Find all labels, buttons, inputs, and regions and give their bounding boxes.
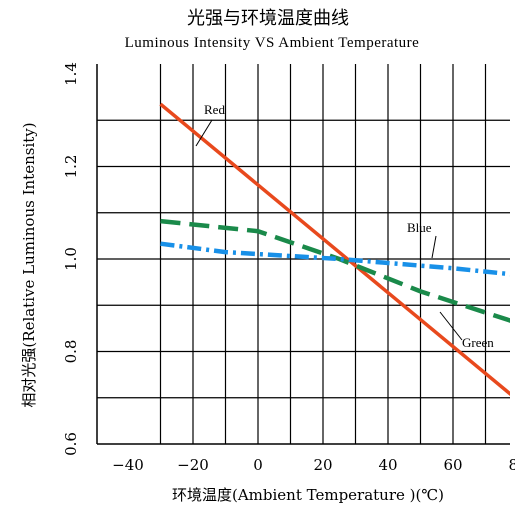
series-green-leader bbox=[439, 311, 463, 341]
chart-title: 光强与环境温度曲线 bbox=[187, 8, 349, 29]
series-red-label: Red bbox=[204, 102, 225, 117]
y-tick-label: 0.8 bbox=[62, 340, 80, 364]
y-tick-label: 1.2 bbox=[62, 155, 80, 179]
x-tick-labels: −40 −20 0 20 40 60 80 bbox=[112, 456, 515, 474]
y-tick-labels: 0.6 0.8 1.0 1.2 1.4 bbox=[62, 62, 80, 456]
y-axis-label: 相对光强(Relative Luminous Intensity) bbox=[20, 122, 38, 407]
series-red-leader bbox=[195, 119, 213, 147]
x-tick-label: −40 bbox=[112, 456, 144, 474]
x-tick-label: 20 bbox=[313, 456, 332, 474]
x-tick-label: −20 bbox=[177, 456, 209, 474]
series-lines bbox=[159, 102, 510, 397]
series-red-line bbox=[159, 102, 510, 397]
x-tick-label: 60 bbox=[443, 456, 462, 474]
plot-frame bbox=[96, 64, 510, 445]
y-tick-label: 1.0 bbox=[62, 247, 80, 271]
grid-lines bbox=[97, 64, 510, 444]
series-green-label: Green bbox=[462, 335, 494, 350]
x-axis-label: 环境温度(Ambient Temperature )(℃) bbox=[172, 486, 444, 504]
x-tick-label: 80 bbox=[508, 456, 515, 474]
series-blue-leader bbox=[431, 235, 437, 259]
series-labels: Red Green Blue bbox=[195, 102, 494, 350]
x-tick-label: 40 bbox=[378, 456, 397, 474]
y-tick-label: 1.4 bbox=[62, 62, 80, 86]
x-tick-label: 0 bbox=[253, 456, 263, 474]
series-green-line bbox=[160, 218, 510, 323]
y-tick-label: 0.6 bbox=[62, 432, 80, 456]
chart-subtitle: Luminous Intensity VS Ambient Temperatur… bbox=[125, 35, 420, 51]
series-blue-label: Blue bbox=[407, 220, 432, 235]
